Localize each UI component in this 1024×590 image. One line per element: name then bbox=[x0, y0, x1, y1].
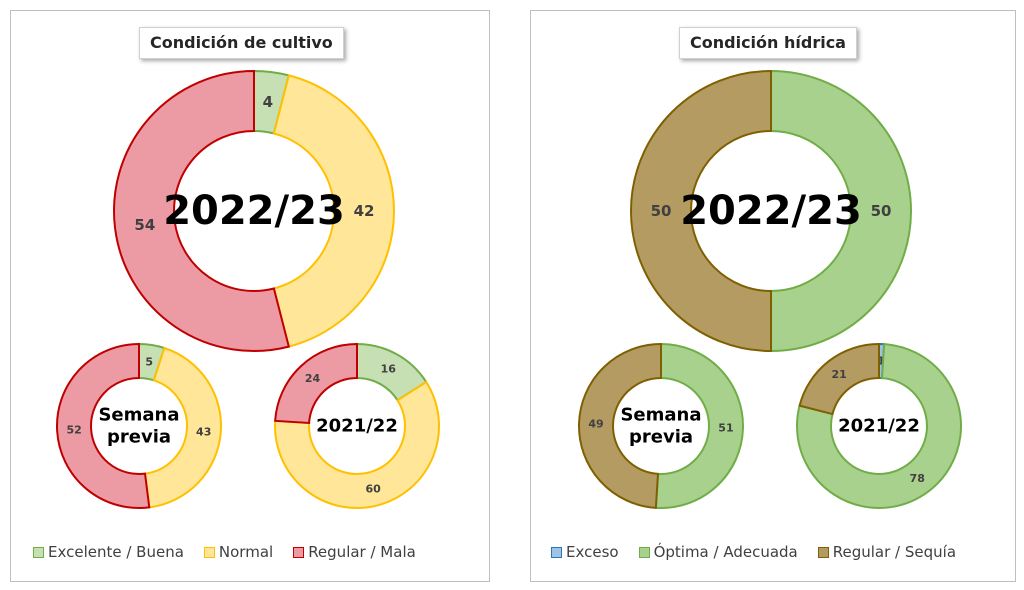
legend-label: Regular / Sequía bbox=[832, 543, 957, 561]
donut-segment-regular-sequia bbox=[630, 69, 772, 353]
donut-center-label: 2021/22 bbox=[838, 416, 920, 437]
legend-label: Normal bbox=[218, 543, 274, 561]
crop-condition-title: Condición de cultivo bbox=[139, 27, 344, 59]
data-label: 21 bbox=[832, 368, 847, 381]
donut-segment-regular-mala bbox=[113, 69, 291, 352]
donut-segment-normal bbox=[274, 380, 440, 509]
swatch-icon bbox=[293, 546, 305, 558]
legend-item-optima-adecuada: Óptima / Adecuada bbox=[638, 543, 798, 561]
donut-segment-regular-sequia bbox=[798, 342, 880, 416]
legend-item-regular-mala: Regular / Mala bbox=[293, 543, 416, 561]
data-label: 60 bbox=[366, 482, 382, 495]
water-condition-donuts: -50502022/23-5149Semanaprevia178212021/2… bbox=[578, 69, 962, 509]
donut-center-label: previa bbox=[629, 427, 693, 448]
legend-item-excelente-buena: Excelente / Buena bbox=[33, 543, 184, 561]
legend-label: Excelente / Buena bbox=[48, 543, 184, 561]
water-condition-panel: Condición hídrica -50502022/23-5149Seman… bbox=[530, 10, 1016, 582]
donut-center-label: previa bbox=[107, 427, 171, 448]
data-label: 16 bbox=[381, 363, 397, 376]
swatch-icon bbox=[551, 546, 562, 558]
legend-label: Óptima / Adecuada bbox=[653, 543, 798, 561]
water-condition-legend: Exceso Óptima / Adecuada Regular / Sequí… bbox=[551, 543, 956, 561]
data-label: 24 bbox=[305, 372, 321, 385]
legend-label: Exceso bbox=[566, 543, 619, 561]
donut-segment-regular-sequia bbox=[578, 342, 662, 509]
legend-item-normal: Normal bbox=[203, 543, 274, 561]
water-condition-title: Condición hídrica bbox=[679, 27, 857, 59]
donut-segment-regular-mala bbox=[56, 342, 151, 509]
crop-condition-panel: Condición de cultivo 4 42 54 2022/23 5 43 52 Se… bbox=[10, 10, 490, 582]
data-label: 52 bbox=[66, 424, 81, 437]
legend-label: Regular / Mala bbox=[308, 543, 416, 561]
donut-center-label: Semana bbox=[98, 405, 179, 426]
swatch-icon bbox=[817, 546, 829, 558]
data-label: 42 bbox=[354, 202, 375, 220]
data-label: 49 bbox=[588, 417, 603, 430]
donut-segment-normal bbox=[143, 346, 222, 509]
donut-center-label: 2022/23 bbox=[163, 188, 345, 234]
data-label: 5 bbox=[145, 355, 153, 368]
data-label: 4 bbox=[263, 93, 273, 111]
data-label: 78 bbox=[910, 472, 925, 485]
donut-center-label: 2021/22 bbox=[316, 416, 398, 437]
legend-item-exceso: Exceso bbox=[551, 543, 619, 561]
data-label: 1 bbox=[877, 355, 885, 368]
legend-item-regular-sequia: Regular / Sequía bbox=[817, 543, 957, 561]
crop-condition-legend: Excelente / Buena Normal Regular / Mala bbox=[33, 543, 416, 561]
donut-segment-optima-adecuada bbox=[796, 343, 962, 509]
donut-segment-normal bbox=[272, 74, 396, 348]
donut-segment-optima-adecuada bbox=[654, 342, 744, 509]
data-label: 50 bbox=[871, 202, 892, 220]
data-label: 54 bbox=[134, 216, 155, 234]
donut-segment-optima-adecuada bbox=[770, 69, 912, 353]
donut-center-label: 2022/23 bbox=[680, 188, 862, 234]
data-label: 43 bbox=[196, 426, 211, 439]
data-label: 50 bbox=[651, 202, 672, 220]
data-label: 51 bbox=[718, 422, 733, 435]
swatch-icon bbox=[638, 546, 650, 558]
swatch-icon bbox=[203, 546, 215, 558]
swatch-icon bbox=[33, 546, 44, 558]
donut-center-label: Semana bbox=[620, 405, 701, 426]
donut-segment-regular-mala bbox=[274, 342, 358, 425]
